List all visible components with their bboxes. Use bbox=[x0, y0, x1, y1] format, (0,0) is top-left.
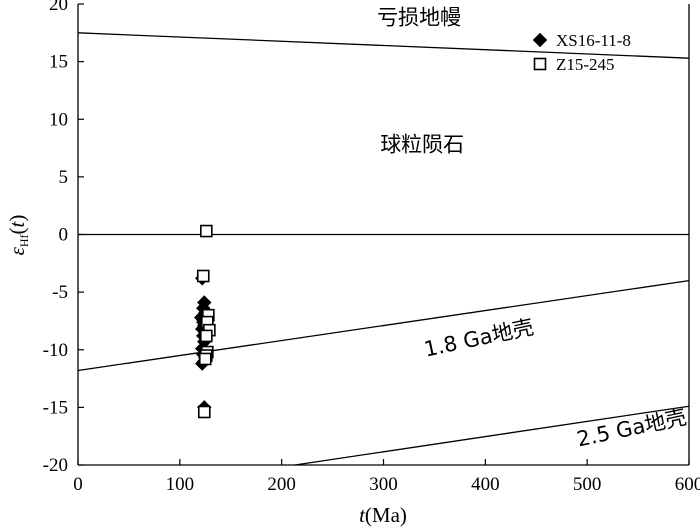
field-label: 1.8 Ga地壳 bbox=[422, 315, 536, 362]
legend-label: XS16-11-8 bbox=[556, 31, 631, 50]
legend-marker-square bbox=[533, 57, 547, 71]
y-tick-label: -20 bbox=[43, 455, 68, 476]
y-tick-label: -10 bbox=[43, 340, 68, 361]
legend-label: Z15-245 bbox=[556, 55, 615, 74]
reference-line-2 bbox=[77, 279, 690, 372]
data-point-square bbox=[197, 405, 211, 419]
x-tick-label: 300 bbox=[369, 474, 398, 495]
reference-line-0 bbox=[77, 32, 690, 59]
y-tick-label: 20 bbox=[49, 0, 68, 15]
y-tick-label: 0 bbox=[59, 225, 69, 246]
data-point-square bbox=[200, 224, 213, 238]
reference-line-3 bbox=[294, 405, 690, 466]
y-tick-label: 5 bbox=[59, 167, 69, 188]
x-axis-title: t(Ma) bbox=[359, 503, 407, 527]
legend-marker-diamond bbox=[532, 32, 548, 48]
data-point-square bbox=[200, 329, 213, 343]
x-tick-label: 0 bbox=[73, 474, 83, 495]
data-point-square bbox=[196, 269, 210, 283]
x-tick-label: 600 bbox=[675, 474, 700, 495]
x-tick-label: 400 bbox=[471, 474, 500, 495]
y-tick-label: -5 bbox=[52, 282, 68, 303]
reference-lines bbox=[77, 32, 690, 466]
x-tick-label: 200 bbox=[267, 474, 296, 495]
field-label: 2.5 Ga地壳 bbox=[575, 405, 689, 452]
legend: XS16-11-8 Z15-245 bbox=[532, 31, 631, 74]
x-tick-label: 500 bbox=[573, 474, 602, 495]
y-tick-label: -15 bbox=[43, 397, 68, 418]
y-axis-title: εHf(t) bbox=[5, 215, 31, 256]
y-tick-label: 10 bbox=[49, 109, 68, 130]
field-label: 球粒陨石 bbox=[380, 133, 464, 157]
x-tick-label: 100 bbox=[166, 474, 195, 495]
y-tick-label: 15 bbox=[49, 52, 68, 73]
data-points bbox=[194, 224, 216, 419]
field-label: 亏损地幔 bbox=[377, 6, 461, 30]
data-point-square bbox=[198, 352, 212, 366]
